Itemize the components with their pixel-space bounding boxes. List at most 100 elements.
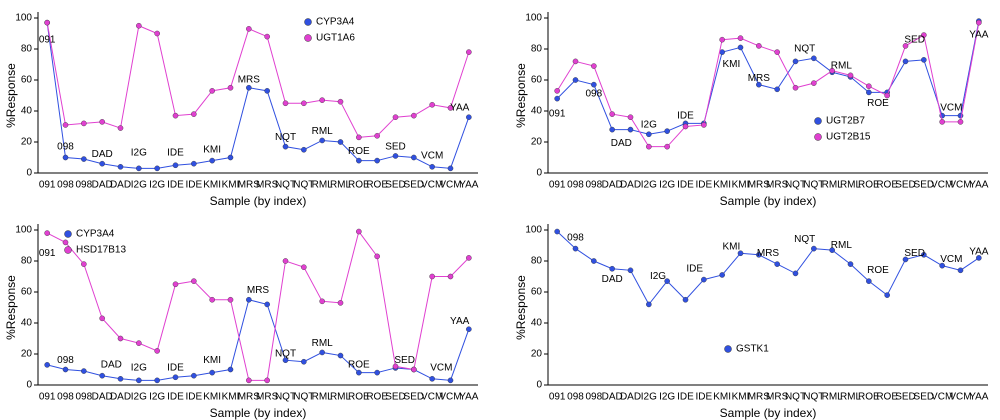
point [429, 163, 435, 170]
point [737, 35, 744, 41]
point [737, 44, 744, 51]
x-tick-label: IDE [677, 180, 694, 191]
x-tick-label: I2G [131, 392, 147, 403]
point [921, 252, 927, 258]
legend-marker [814, 117, 822, 125]
point [282, 357, 289, 363]
x-tick-label: KMI [713, 392, 731, 403]
point [466, 255, 472, 261]
point [756, 252, 762, 258]
point [884, 292, 890, 298]
point [154, 165, 160, 172]
x-tick-label: KMI [732, 180, 750, 191]
point [774, 261, 780, 267]
point [209, 369, 215, 376]
annotation: RML [831, 240, 853, 251]
y-tick-label: 40 [21, 318, 33, 329]
point [939, 119, 945, 125]
point [227, 366, 234, 373]
y-axis-label: %Response [514, 275, 528, 340]
x-tick-label: KMI [203, 392, 221, 403]
annotation: SED [385, 141, 406, 152]
x-tick-label: ROE [876, 180, 898, 191]
y-tick-label: 60 [531, 287, 543, 298]
point [976, 19, 982, 26]
point [429, 102, 435, 108]
x-tick-label: 091 [549, 392, 566, 403]
x-tick-label: MRS [238, 180, 261, 191]
annotation: IDE [167, 147, 184, 158]
series-line [46, 22, 470, 138]
point [847, 261, 854, 267]
x-tick-label: RML [822, 392, 844, 403]
point [902, 256, 909, 263]
annotation: VCM [421, 151, 443, 162]
annotation: 098 [57, 141, 74, 152]
point [117, 125, 124, 131]
y-tick-label: 60 [21, 287, 33, 298]
x-tick-label: I2G [149, 180, 165, 191]
x-axis-label: Sample (by index) [210, 406, 307, 420]
point [609, 111, 615, 117]
point [411, 112, 417, 119]
y-tick-label: 100 [525, 13, 542, 24]
x-tick-label: IDE [695, 180, 712, 191]
x-tick-label: IDE [167, 180, 184, 191]
annotation: KMI [722, 59, 740, 70]
legend-marker [304, 18, 312, 26]
legend-label: CYP3A4 [316, 17, 355, 28]
annotation: ROE [867, 98, 889, 109]
x-tick-label: MRS [748, 180, 771, 191]
point [646, 143, 652, 150]
x-tick-label: NQT [293, 180, 314, 191]
y-tick-label: 20 [21, 137, 33, 148]
annotation: VCM [940, 254, 962, 265]
x-tick-label: DAD [92, 392, 113, 403]
x-tick-label: SED [404, 180, 425, 191]
x-tick-label: RML [822, 180, 844, 191]
point [392, 363, 399, 370]
x-tick-label: VCM [439, 392, 461, 403]
point [664, 278, 670, 284]
point [246, 84, 252, 91]
x-tick-label: VCM [949, 180, 971, 191]
point [81, 120, 87, 127]
x-tick-label: 098 [57, 180, 74, 191]
point [466, 114, 472, 120]
point [866, 89, 872, 96]
x-tick-label: ROE [858, 180, 880, 191]
annotation: NQT [794, 44, 815, 55]
x-tick-label: 098 [585, 392, 602, 403]
point [62, 122, 69, 128]
x-tick-label: I2G [659, 392, 675, 403]
x-tick-label: NQT [293, 392, 314, 403]
series-line [556, 22, 980, 148]
x-axis-label: Sample (by index) [720, 194, 817, 208]
x-tick-label: YAA [969, 180, 989, 191]
point [209, 157, 215, 164]
annotation: IDE [677, 110, 694, 121]
point [374, 157, 380, 164]
point [62, 154, 69, 161]
x-tick-label: MRS [766, 392, 789, 403]
point [356, 157, 362, 164]
annotation: KMI [722, 242, 740, 253]
x-tick-label: 098 [567, 180, 584, 191]
x-tick-label: KMI [732, 392, 750, 403]
x-tick-label: MRS [766, 180, 789, 191]
point [429, 375, 435, 382]
annotation: YAA [450, 316, 470, 327]
annotation: VCM [940, 103, 962, 114]
y-tick-label: 60 [21, 75, 33, 86]
point [154, 30, 160, 37]
point [337, 139, 344, 145]
x-axis-label: Sample (by index) [720, 406, 817, 420]
legend-label: HSD17B13 [76, 245, 126, 256]
y-tick-label: 80 [21, 256, 33, 267]
point [774, 86, 780, 93]
point [957, 267, 964, 274]
y-tick-label: 0 [536, 380, 542, 391]
point [264, 33, 270, 40]
x-tick-label: I2G [149, 392, 165, 403]
